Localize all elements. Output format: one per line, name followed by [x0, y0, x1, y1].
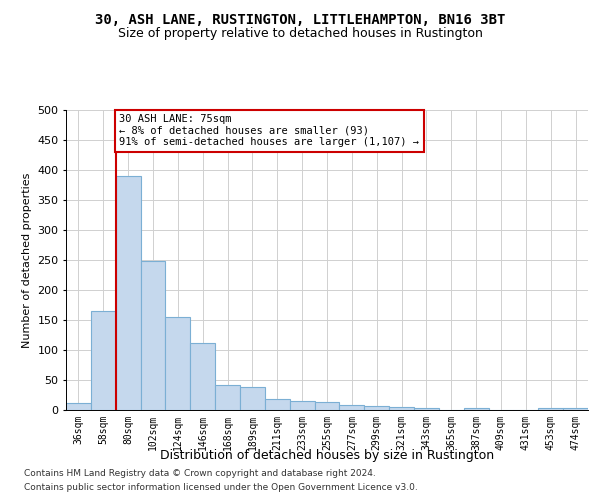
Bar: [240, 387, 265, 410]
Bar: [314, 402, 340, 410]
Bar: [116, 176, 140, 410]
Bar: [166, 317, 190, 410]
Bar: [265, 399, 290, 410]
Bar: [190, 343, 215, 410]
Text: Size of property relative to detached houses in Rustington: Size of property relative to detached ho…: [118, 28, 482, 40]
Bar: [538, 408, 563, 410]
Bar: [364, 406, 389, 410]
Text: 30 ASH LANE: 75sqm
← 8% of detached houses are smaller (93)
91% of semi-detached: 30 ASH LANE: 75sqm ← 8% of detached hous…: [119, 114, 419, 148]
Bar: [66, 403, 91, 410]
Text: Contains public sector information licensed under the Open Government Licence v3: Contains public sector information licen…: [24, 484, 418, 492]
Y-axis label: Number of detached properties: Number of detached properties: [22, 172, 32, 348]
Bar: [340, 405, 364, 410]
Text: Contains HM Land Registry data © Crown copyright and database right 2024.: Contains HM Land Registry data © Crown c…: [24, 468, 376, 477]
Bar: [464, 408, 488, 410]
Bar: [91, 311, 116, 410]
Bar: [414, 408, 439, 410]
Text: 30, ASH LANE, RUSTINGTON, LITTLEHAMPTON, BN16 3BT: 30, ASH LANE, RUSTINGTON, LITTLEHAMPTON,…: [95, 12, 505, 26]
Text: Distribution of detached houses by size in Rustington: Distribution of detached houses by size …: [160, 448, 494, 462]
Bar: [290, 401, 314, 410]
Bar: [563, 408, 588, 410]
Bar: [389, 407, 414, 410]
Bar: [215, 385, 240, 410]
Bar: [140, 261, 166, 410]
